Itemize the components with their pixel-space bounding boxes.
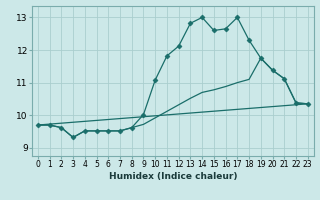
- X-axis label: Humidex (Indice chaleur): Humidex (Indice chaleur): [108, 172, 237, 181]
